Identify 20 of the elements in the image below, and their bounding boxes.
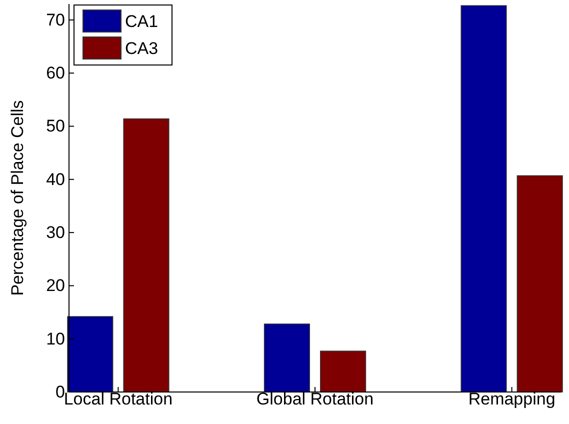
legend-label: CA1: [125, 12, 158, 31]
y-tick-label: 50: [46, 116, 65, 136]
bar: [320, 350, 366, 392]
y-tick-label: 70: [46, 10, 65, 30]
bar: [264, 324, 310, 392]
y-tick-label: 20: [46, 276, 65, 296]
y-tick-label: 0: [56, 382, 65, 402]
bar: [460, 5, 507, 392]
bar: [516, 175, 563, 392]
y-tick-label: 10: [46, 329, 65, 348]
x-tick-label: Global Rotation: [256, 389, 374, 408]
x-tick-label: Local Rotation: [64, 389, 173, 408]
y-tick-label: 30: [46, 222, 65, 242]
legend-label: CA3: [125, 39, 158, 58]
y-tick-label: 40: [46, 170, 65, 189]
y-tick-label: 60: [46, 64, 65, 83]
y-axis-title: Percentage of Place Cells: [8, 100, 27, 296]
bar: [123, 118, 170, 392]
x-tick-label: Remapping: [468, 389, 556, 408]
bar: [67, 316, 114, 392]
